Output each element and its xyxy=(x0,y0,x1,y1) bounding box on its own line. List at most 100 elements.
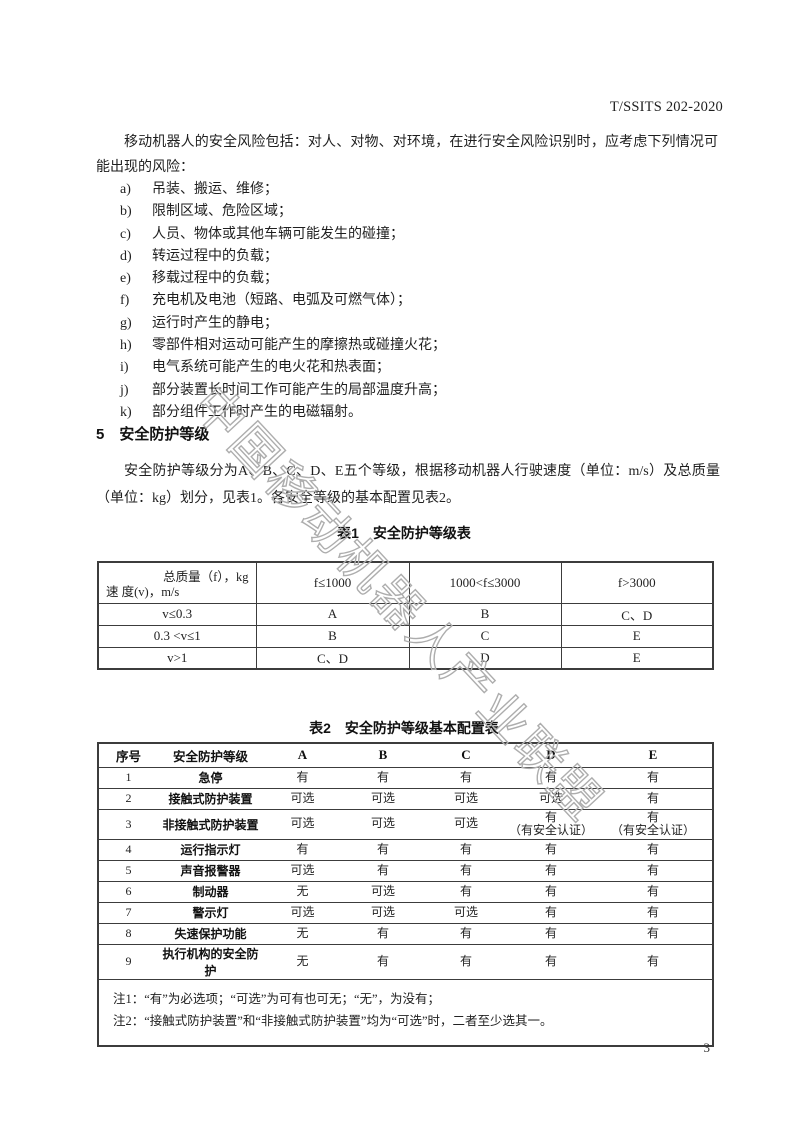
col-header: 安全防护等级 xyxy=(172,749,248,764)
table1-row: v≤0.3 A B C、D xyxy=(97,602,714,626)
note-2: 注2：“接触式防护装置”和“非接触式防护装置”均为“可选”时，二者至少选其一。 xyxy=(113,1014,553,1028)
table1-header-row: 总质量（f），kg 速 度(v)，m/s f≤1000 1000<f≤3000 … xyxy=(97,561,714,604)
table1-row: 0.3 <v≤1 B C E xyxy=(97,624,714,648)
row-number: 7 xyxy=(125,905,132,919)
cell: 有 （有安全认证） xyxy=(610,809,695,837)
cell: E xyxy=(560,646,714,670)
list-item: f) 充电机及电池（短路、电弧及可燃气体）； xyxy=(120,293,411,309)
cell: B xyxy=(255,624,410,648)
table2-row: 1 急停 有 有 有 有 有 xyxy=(98,767,713,788)
corner-bottom-label: 速 度(v)，m/s xyxy=(106,584,180,599)
cell: 有 xyxy=(646,925,659,940)
cell: 有 xyxy=(376,769,389,784)
cell: 有 xyxy=(544,883,557,898)
row-name: 接触式防护装置 xyxy=(168,792,253,806)
cell: 可选 xyxy=(453,816,478,831)
cell: 可选 xyxy=(290,862,315,877)
list-item: b) 限制区域、危险区域； xyxy=(120,204,292,220)
cell: C、D xyxy=(560,602,714,626)
cell: 可选 xyxy=(290,816,315,831)
col-header: 序号 xyxy=(115,749,141,764)
cell: 有 （有安全认证） xyxy=(508,809,593,837)
cell: 有 xyxy=(544,925,557,940)
row-label: v>1 xyxy=(97,646,257,670)
table2-row: 7 警示灯 可选 可选 可选 有 有 xyxy=(98,902,713,923)
cell: 有 xyxy=(646,904,659,919)
cell: 可选 xyxy=(453,790,478,805)
cell: 有 xyxy=(544,953,557,968)
cell: 有 xyxy=(459,883,472,898)
list-item: h) 零部件相对运动可能产生的摩擦热或碰撞火花； xyxy=(120,338,446,354)
row-number: 8 xyxy=(125,926,132,940)
risk-list: a) 吊装、搬运、维修； b) 限制区域、危险区域； c) 人员、物体或其他车辆可能发… xyxy=(120,179,680,424)
cell: 有 xyxy=(646,862,659,877)
row-number: 4 xyxy=(125,842,132,856)
intro-paragraph: 移动机器人的安全风险包括：对人、对物、对环境，在进行安全风险识别时，应考虑下列情… xyxy=(96,135,718,175)
table1-row: v>1 C、D D E xyxy=(97,646,714,670)
cell: C xyxy=(408,624,562,648)
row-name: 制动器 xyxy=(192,885,229,899)
cell: 有 xyxy=(376,841,389,856)
table2-notes: 注1：“有”为必选项；“可选”为可有也可无；“无”，为没有； 注2：“接触式防护… xyxy=(98,979,713,1046)
table2-caption: 表2 安全防护等级基本配置表 xyxy=(309,720,499,736)
table2-row: 6 制动器 无 可选 有 有 有 xyxy=(98,881,713,902)
table2-row: 8 失速保护功能 无 有 有 有 有 xyxy=(98,923,713,944)
section-title: 安全防护等级 xyxy=(119,426,210,443)
note-1: 注1：“有”为必选项；“可选”为可有也可无；“无”，为没有； xyxy=(113,991,441,1006)
col-header: D xyxy=(546,747,556,763)
cell: 有 xyxy=(376,862,389,877)
table2-row: 5 声音报警器 可选 有 有 有 有 xyxy=(98,860,713,881)
section-paragraph: 安全防护等级分为A、B、C、D、E五个等级，根据移动机器人行驶速度（单位：m/s… xyxy=(96,464,720,506)
table1-col-header: 1000<f≤3000 xyxy=(408,561,562,604)
cell: 有 xyxy=(544,904,557,919)
corner-top-label: 总质量（f），kg xyxy=(163,570,249,584)
cell: 有 xyxy=(544,862,557,877)
cell: C、D xyxy=(255,646,410,670)
list-item: j) 部分装置长时间工作可能产生的局部温度升高； xyxy=(120,382,446,398)
col-header: A xyxy=(297,747,308,763)
row-number: 5 xyxy=(125,863,132,877)
table2-header-row: 序号 安全防护等级 A B C D E xyxy=(98,743,713,767)
table1-corner-cell: 总质量（f），kg 速 度(v)，m/s xyxy=(97,561,257,604)
row-label: v≤0.3 xyxy=(97,602,257,626)
cell: 有 xyxy=(646,769,659,784)
cell: 无 xyxy=(296,925,309,940)
section-number: 5 xyxy=(96,426,105,443)
cell: 有 xyxy=(646,841,659,856)
list-item: i) 电气系统可能产生的电火花和热表面； xyxy=(120,360,390,376)
cell: 无 xyxy=(296,953,309,968)
cell: 可选 xyxy=(370,904,395,919)
cell: 可选 xyxy=(370,883,395,898)
cell: 无 xyxy=(296,883,309,898)
list-item: k) 部分组件工作时产生的电磁辐射。 xyxy=(120,404,362,420)
table1: 总质量（f），kg 速 度(v)，m/s f≤1000 1000<f≤3000 … xyxy=(97,561,714,670)
table2-row: 2 接触式防护装置 可选 可选 可选 可选 有 xyxy=(98,788,713,809)
table2-notes-row: 注1：“有”为必选项；“可选”为可有也可无；“无”，为没有； 注2：“接触式防护… xyxy=(98,979,713,1046)
col-header: E xyxy=(648,747,658,763)
cell: D xyxy=(408,646,562,670)
cell: 可选 xyxy=(538,790,563,805)
row-number: 3 xyxy=(125,816,132,831)
table2-row: 3 非接触式防护装置 可选 可选 可选 有 （有安全认证） 有 （有安全认证） xyxy=(98,809,713,839)
list-item: e) 移载过程中的负载； xyxy=(120,271,278,287)
table2-row: 9 执行机构的安全防护 无 有 有 有 有 xyxy=(98,944,713,979)
row-number: 1 xyxy=(125,770,132,784)
cell: 有 xyxy=(376,925,389,940)
cell: 有 xyxy=(459,769,472,784)
cell: 有 xyxy=(646,883,659,898)
page-number: 3 xyxy=(703,1040,711,1055)
cell: E xyxy=(560,624,714,648)
row-number: 6 xyxy=(125,884,132,898)
list-item: a) 吊装、搬运、维修； xyxy=(120,182,278,197)
list-item: g) 运行时产生的静电； xyxy=(120,315,278,331)
table1-caption: 表1 安全防护等级表 xyxy=(337,525,471,541)
table1-col-header: f>3000 xyxy=(560,561,714,604)
table2: 序号 安全防护等级 A B C D E 1 急停 有 有 有 有 有 2 接触式… xyxy=(97,742,714,1047)
row-name: 警示灯 xyxy=(192,906,229,920)
cell: 有 xyxy=(544,841,557,856)
cell: 可选 xyxy=(370,816,395,831)
list-item: d) 转运过程中的负载； xyxy=(120,248,278,264)
cell: 有 xyxy=(459,862,472,877)
cell: 有 xyxy=(296,841,309,856)
